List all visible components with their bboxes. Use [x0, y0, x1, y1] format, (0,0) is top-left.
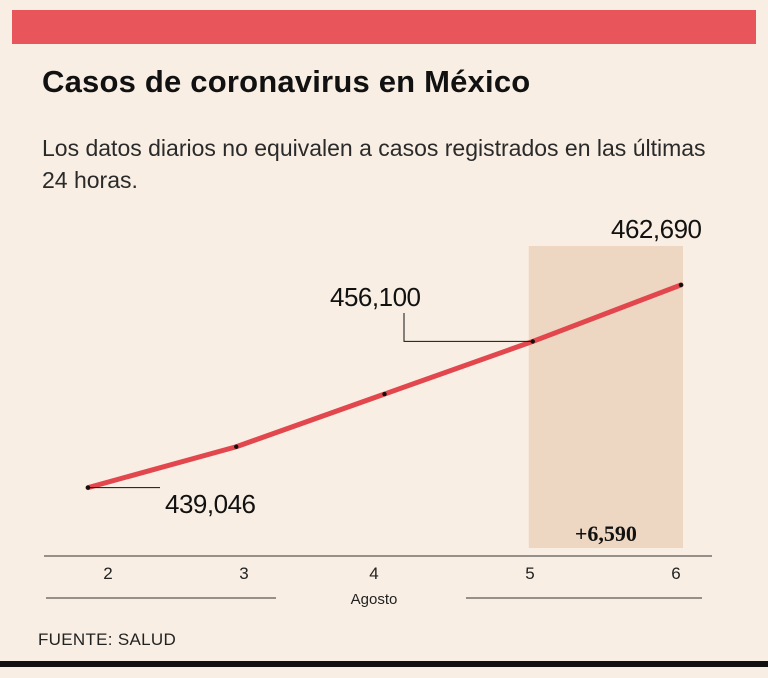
data-point — [234, 444, 239, 449]
data-label-mid: 456,100 — [330, 282, 421, 312]
x-tick-labels: 2 3 4 5 6 — [103, 564, 680, 583]
x-tick-label: 5 — [525, 564, 534, 583]
data-point — [382, 391, 387, 397]
source-note: FUENTE: SALUD — [38, 630, 177, 649]
series-points — [85, 282, 684, 490]
x-axis-title: Agosto — [351, 591, 398, 608]
bottom-rule — [0, 661, 768, 667]
chart-title: Casos de coronavirus en México — [42, 64, 531, 99]
data-point — [678, 282, 684, 288]
top-accent-bar — [12, 10, 756, 44]
chart-subtitle: Los datos diarios no equivalen a casos r… — [42, 135, 706, 193]
data-label-last: 462,690 — [611, 214, 702, 244]
data-label-first: 439,046 — [165, 489, 256, 519]
leader-line-mid — [403, 313, 533, 342]
x-tick-label: 2 — [103, 564, 112, 583]
x-tick-label: 3 — [239, 564, 248, 583]
x-tick-label: 6 — [671, 564, 680, 583]
x-tick-label: 4 — [369, 564, 378, 583]
highlight-label: +6,590 — [575, 521, 637, 546]
